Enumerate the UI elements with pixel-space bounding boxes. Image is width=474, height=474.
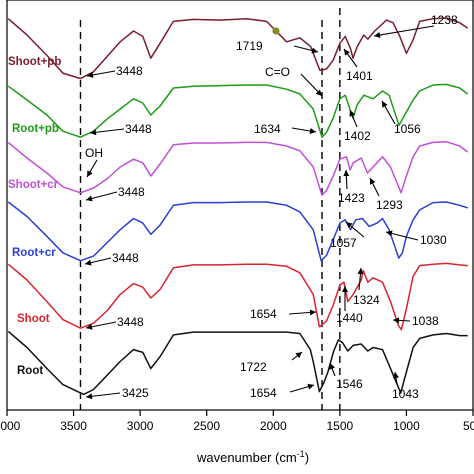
annotation-label: 1238: [431, 13, 458, 27]
x-tick-label: 3000: [127, 419, 154, 433]
annotation-label: 1057: [330, 236, 357, 250]
annotation-arrow: [373, 25, 435, 37]
x-axis-ticks: 4000 3500 3000 2500 2000 1500 1000 500: [0, 410, 474, 433]
arrow-head: [386, 230, 393, 237]
annotation-label: OH: [85, 146, 103, 160]
x-tick-label: 4000: [0, 419, 21, 433]
series-group: [7, 17, 469, 396]
annotation-label: 1722: [240, 360, 267, 374]
arrow-head: [346, 222, 353, 229]
x-axis-label: wavenumber (cm-1): [196, 449, 309, 465]
series-line-root: [7, 330, 468, 396]
series-labels: Shoot+pb Root+pb Shoot+cr Root+cr Shoot Root: [8, 56, 61, 377]
annotation-label: 1654: [250, 307, 277, 321]
annotation-arrows: [84, 25, 435, 400]
arrow-head: [374, 32, 381, 38]
arrow-head: [86, 323, 93, 330]
x-tick-label: 3500: [60, 419, 87, 433]
annotation-label: 1043: [392, 387, 419, 401]
arrow-head: [85, 259, 92, 266]
arrow-head: [307, 383, 314, 390]
annotation-label: 1654: [250, 386, 277, 400]
series-label: Root+pb: [12, 123, 59, 135]
x-tick-label: 1500: [327, 419, 354, 433]
reference-lines: [79, 8, 341, 410]
arrow-head: [349, 110, 356, 117]
arrow-head: [87, 71, 94, 78]
x-tick-label: 1000: [393, 419, 420, 433]
annotations: 1238 1719 3448 1401 C=O 3448 1634 1402 1056 OH 344…: [85, 13, 458, 401]
data-marker: [272, 27, 280, 35]
arrow-head: [370, 178, 376, 185]
annotation-label: 3448: [112, 251, 139, 265]
annotation-label: 1038: [412, 314, 439, 328]
annotation-label: 3425: [122, 386, 149, 400]
annotation-label: 3448: [116, 64, 143, 78]
arrow-head: [86, 195, 93, 202]
x-tick-label: 500: [463, 419, 474, 433]
plot-frame: [6, 0, 474, 411]
arrow-head: [309, 128, 316, 134]
series-line-root-pb: [7, 83, 469, 138]
x-tick-label: 2500: [193, 419, 220, 433]
series-line-shoot: [7, 262, 468, 331]
annotation-label: 1440: [336, 311, 363, 325]
series-line-root-cr: [7, 201, 468, 262]
annotation-label: 1423: [338, 191, 365, 205]
annotation-label: 3448: [117, 315, 144, 329]
arrow-head: [329, 363, 335, 370]
series-label: Root+cr: [12, 247, 56, 259]
annotation-label: 1719: [236, 39, 263, 53]
annotation-label: 1401: [346, 69, 373, 83]
arrow-head: [393, 317, 400, 324]
annotation-label: 1634: [254, 122, 281, 136]
arrow-head: [309, 309, 316, 316]
annotation-label: 1402: [344, 129, 371, 143]
annotation-label: C=O: [265, 65, 290, 79]
arrow-head: [393, 372, 399, 379]
series-label: Shoot: [17, 313, 50, 325]
annotation-label: 1056: [394, 122, 421, 136]
series-label: Root: [17, 365, 43, 377]
series-line-shoot-cr: [7, 141, 469, 196]
arrow-head: [342, 286, 348, 292]
series-label: Shoot+pb: [8, 56, 61, 68]
arrow-head: [86, 393, 93, 400]
arrow-head: [311, 47, 318, 54]
annotation-label: 3448: [125, 122, 152, 136]
annotation-label: 1546: [336, 377, 363, 391]
annotation-label: 3448: [118, 185, 145, 199]
arrow-head: [382, 101, 388, 108]
annotation-label: 1293: [376, 198, 403, 212]
annotation-label: 1324: [353, 293, 380, 307]
arrow-head: [357, 268, 364, 275]
arrow-head: [315, 89, 322, 96]
x-tick-label: 2000: [260, 419, 287, 433]
arrow-head: [344, 49, 350, 56]
arrow-head: [295, 352, 302, 359]
series-line-shoot-pb: [7, 17, 469, 80]
arrow-head: [343, 170, 350, 177]
series-label: Shoot+cr: [8, 179, 59, 191]
arrow-head: [90, 129, 97, 136]
arrow-head: [87, 170, 93, 177]
annotation-label: 1030: [420, 233, 447, 247]
